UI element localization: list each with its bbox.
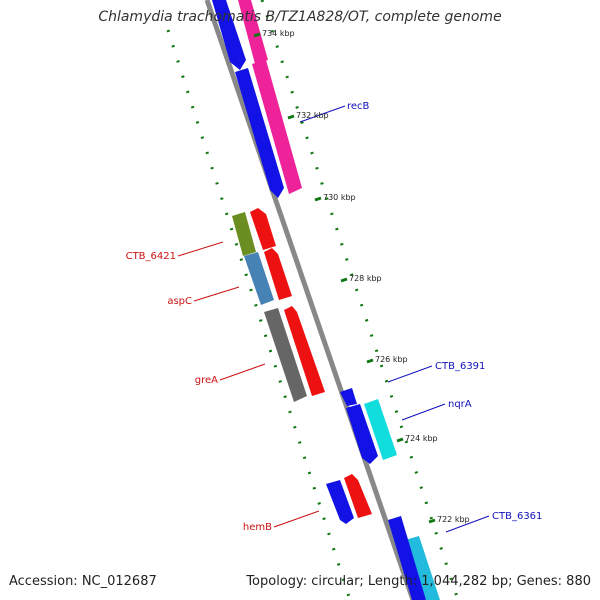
tick-mark: [340, 277, 348, 283]
gene-blue-middle: [346, 404, 378, 464]
tick-label: 734 kbp: [262, 29, 295, 38]
gene-red-b: [264, 248, 292, 300]
label-leader-line: [401, 403, 446, 421]
gene-label: nqrA: [448, 399, 472, 410]
gene-aspC: [244, 252, 274, 305]
gene-features: [212, 0, 440, 600]
tick-mark: [428, 518, 436, 524]
gene-CTB_6421: [232, 212, 256, 256]
label-leader-line: [387, 365, 433, 383]
labels: 734 kbp 732 kbp 730 kbp 728 kbp 726 kbp 724 k…: [126, 29, 543, 533]
gene-hemB: [344, 474, 372, 518]
gene-CTB_6361: [405, 536, 440, 600]
gene-magenta-top: [238, 0, 268, 64]
gene-red-c: [284, 306, 325, 396]
tick-label: 730 kbp: [323, 193, 356, 202]
gene-greA: [264, 308, 307, 402]
gene-label: hemB: [243, 522, 272, 533]
label-leader-line: [445, 515, 490, 533]
genome-backbone: [204, 0, 416, 600]
tick-label: 724 kbp: [405, 434, 438, 443]
accession-text: Accession: NC_012687: [9, 574, 157, 589]
tick-marks: [253, 32, 436, 524]
gene-label: CTB_6361: [492, 511, 542, 522]
gene-blue-top: [212, 0, 246, 70]
gene-blue-lower: [326, 480, 354, 524]
gene-label: recB: [347, 101, 370, 112]
tick-label: 732 kbp: [296, 111, 329, 120]
genome-summary-text: Topology: circular; Length: 1,044,282 bp…: [246, 574, 591, 589]
tick-label: 726 kbp: [375, 355, 408, 364]
tick-label: 722 kbp: [437, 515, 470, 524]
gene-label: CTB_6391: [435, 361, 485, 372]
tick-label: 728 kbp: [349, 274, 382, 283]
gene-label: aspC: [167, 296, 192, 307]
gene-blue-upper: [235, 68, 284, 198]
label-leader-line: [273, 510, 320, 528]
gene-CTB_6391: [340, 388, 357, 406]
label-leader-line: [299, 105, 346, 123]
tick-mark: [287, 114, 295, 120]
gene-label: greA: [195, 375, 218, 386]
gene-nqrA: [364, 399, 397, 460]
label-leader-line: [193, 286, 240, 302]
gene-red-a: [250, 208, 276, 250]
tick-mark: [366, 358, 374, 364]
tick-mark: [314, 196, 322, 202]
label-leader-line: [177, 241, 224, 257]
gene-blue-bottom: [388, 516, 426, 600]
label-lines: [177, 105, 490, 533]
label-leader-line: [219, 363, 266, 381]
gene-label: CTB_6421: [126, 251, 176, 262]
tick-mark: [396, 437, 404, 443]
map-title: Chlamydia trachomatis B/TZ1A828/OT, comp…: [98, 9, 502, 25]
gene-recB: [252, 60, 302, 194]
tick-mark: [253, 32, 261, 38]
